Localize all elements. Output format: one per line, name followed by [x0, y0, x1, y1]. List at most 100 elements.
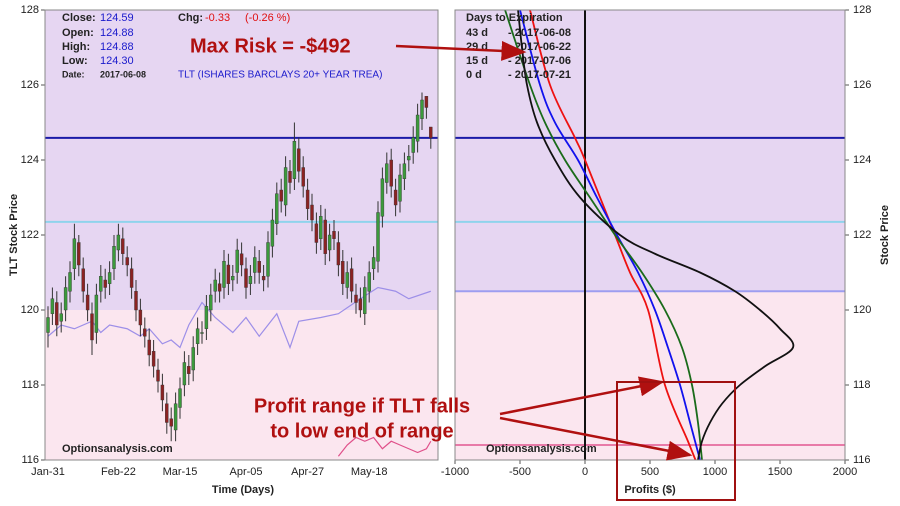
info-label: Close:	[62, 12, 96, 24]
candle-body	[134, 291, 138, 311]
candle-body	[125, 257, 129, 266]
info-value: 124.30	[100, 55, 134, 67]
candle-body	[415, 114, 420, 142]
candle-body	[354, 294, 358, 303]
arrow	[499, 416, 693, 461]
arrow	[499, 376, 665, 416]
x-tick-label: May-18	[351, 466, 388, 478]
overlay-line	[47, 286, 431, 350]
x-tick-label: 1000	[703, 466, 727, 478]
candle-body	[204, 306, 209, 329]
x-tick-label: 2000	[833, 466, 857, 478]
candle-body	[257, 261, 261, 273]
y-tick-label: 120	[21, 304, 39, 316]
x-tick-label: -1000	[441, 466, 469, 478]
y-axis-label: TLT Stock Price	[8, 194, 20, 276]
info-label: High:	[62, 41, 90, 53]
candle-body	[187, 366, 191, 374]
legend-date: - 2017-07-06	[508, 55, 571, 67]
candle-body	[222, 261, 226, 288]
candle-body	[90, 313, 94, 341]
plot-frame	[44, 9, 439, 461]
candle-body	[358, 298, 363, 311]
watermark: Optionsanalysis.com	[486, 443, 597, 455]
candle-body	[363, 287, 367, 314]
candle-body	[160, 384, 165, 401]
annotation: Max Risk = -$492	[190, 35, 351, 57]
zone-below	[45, 310, 438, 460]
candle-body	[371, 257, 376, 269]
info-value: 124.88	[100, 41, 134, 53]
candle-body	[407, 156, 411, 161]
candle-body	[261, 276, 266, 281]
candle-body	[402, 163, 407, 179]
candle-body	[85, 294, 90, 311]
y-tick-label: 122	[853, 229, 871, 241]
info-value: (-0.26 %)	[245, 12, 290, 24]
overlay-line	[337, 436, 432, 457]
y-tick-label: 128	[853, 4, 871, 16]
info-label: Open:	[62, 27, 94, 39]
legend-label: 15 d	[466, 55, 488, 67]
candle-body	[327, 234, 332, 251]
candle-body	[129, 268, 134, 288]
candle-body	[226, 264, 231, 284]
y-tick-label: 126	[21, 79, 39, 91]
x-tick-label: 0	[582, 466, 588, 478]
plot-frame	[454, 9, 846, 461]
candle-body	[68, 272, 72, 292]
candle-body	[63, 287, 68, 311]
legend-date: - 2017-06-08	[508, 27, 571, 39]
candle-body	[292, 141, 297, 179]
legend-label: 43 d	[466, 27, 488, 39]
candle-body	[376, 212, 380, 262]
candle-body	[248, 276, 253, 284]
x-tick-label: Apr-27	[291, 466, 324, 478]
candle-body	[81, 268, 85, 292]
info-value: 2017-06-08	[100, 69, 146, 79]
candle-body	[275, 193, 279, 224]
info-value: -0.33	[205, 12, 230, 24]
info-label: Low:	[62, 55, 88, 67]
legend-title: Days to Expiration	[466, 12, 563, 24]
legend-date: - 2017-07-21	[508, 69, 571, 81]
legend-label: 0 d	[466, 69, 482, 81]
candle-body	[50, 298, 55, 314]
info-value: 124.88	[100, 27, 134, 39]
candle-body	[103, 279, 107, 288]
candle-body	[77, 242, 81, 266]
candle-body	[345, 272, 349, 288]
candle-body	[336, 242, 341, 266]
y-tick-label: 120	[853, 304, 871, 316]
candle-body	[147, 339, 151, 356]
x-tick-label: Mar-15	[163, 466, 198, 478]
candle-body	[112, 246, 116, 269]
candle-body	[182, 362, 187, 386]
candle-body	[116, 234, 121, 251]
candle-body	[380, 178, 385, 217]
candle-body	[411, 137, 415, 153]
candle-body	[385, 163, 389, 183]
candle-body	[239, 253, 244, 266]
price-panel: 116 118 120 122 124 126 128 TLT Stock Price Time…	[8, 4, 439, 496]
candle-body	[231, 276, 235, 281]
profit-curve	[529, 9, 697, 461]
candle-body	[398, 174, 402, 202]
candle-body	[297, 148, 301, 172]
profit-curve	[504, 9, 703, 461]
candle-body	[59, 313, 63, 322]
y-axis-label: Stock Price	[879, 205, 891, 265]
candle-body	[195, 328, 200, 344]
candle-body	[107, 272, 112, 284]
candle-body	[349, 268, 354, 292]
candle-body	[367, 272, 371, 292]
profit-curve	[517, 9, 795, 461]
candle-body	[121, 238, 125, 254]
candle-body	[283, 167, 288, 206]
candle-body	[332, 231, 336, 239]
candle-body	[138, 309, 143, 326]
candle-body	[424, 96, 429, 108]
candle-body	[305, 189, 310, 209]
profit-panel: 116 118 120 122 124 126 128 Stock Price Profits …	[441, 4, 891, 496]
